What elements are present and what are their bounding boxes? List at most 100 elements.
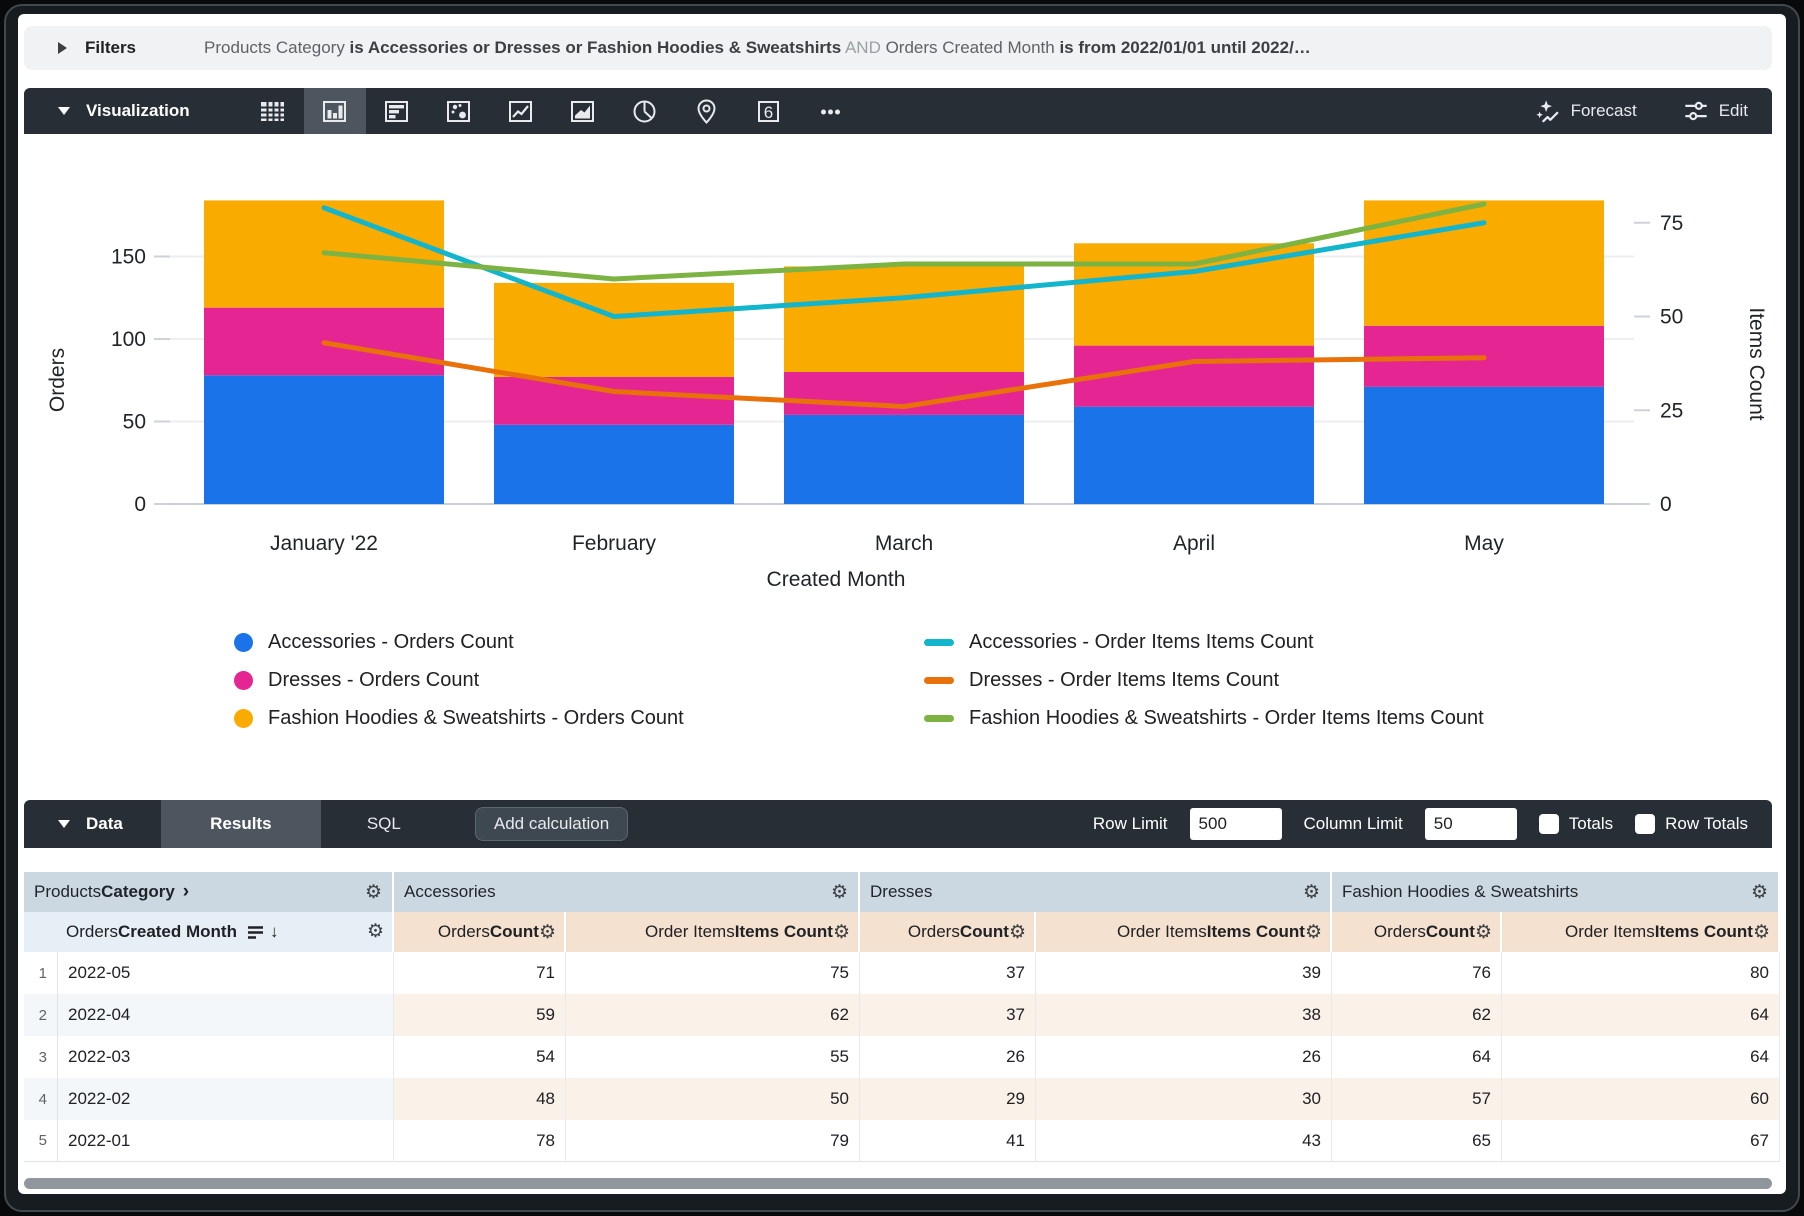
bar-segment[interactable] xyxy=(1364,386,1604,504)
tab-sql[interactable]: SQL xyxy=(366,814,401,833)
map-icon-button[interactable] xyxy=(676,88,738,134)
measure-cell[interactable]: 38 xyxy=(1036,994,1332,1036)
gear-icon[interactable]: ⚙ xyxy=(832,921,850,943)
gear-icon[interactable]: ⚙ xyxy=(1750,881,1768,903)
column-group-pivot[interactable]: Accessories ⚙ xyxy=(394,872,860,912)
dimension-cell[interactable]: 2022-03 xyxy=(58,1036,394,1078)
bar-segment[interactable] xyxy=(494,282,734,377)
add-calculation-button[interactable]: Add calculation xyxy=(474,807,629,841)
measure-cell[interactable]: 76 xyxy=(1332,952,1502,994)
scatter-plot-icon-button[interactable] xyxy=(428,88,490,134)
edit-button[interactable]: Edit xyxy=(1683,98,1748,124)
measure-cell[interactable]: 30 xyxy=(1036,1078,1332,1120)
expand-filters-icon[interactable] xyxy=(58,42,67,54)
measure-cell[interactable]: 57 xyxy=(1332,1078,1502,1120)
row-limit-input[interactable] xyxy=(1189,808,1282,840)
measure-cell[interactable]: 59 xyxy=(394,994,566,1036)
single-value-icon-button[interactable]: 6 xyxy=(738,88,800,134)
gear-icon[interactable]: ⚙ xyxy=(830,881,848,903)
column-header-measure[interactable]: Orders Count ⚙ xyxy=(394,912,566,952)
measure-cell[interactable]: 78 xyxy=(394,1120,566,1162)
legend-item[interactable]: Accessories - Order Items Items Count xyxy=(924,630,1484,655)
gear-icon[interactable]: ⚙ xyxy=(538,921,556,943)
bar-segment[interactable] xyxy=(784,414,1024,504)
sort-descending-icon[interactable]: ↓ xyxy=(269,922,279,941)
column-header-measure[interactable]: Orders Count ⚙ xyxy=(1332,912,1502,952)
collapse-visualization-icon[interactable] xyxy=(58,107,70,115)
bar-chart-icon-button[interactable] xyxy=(366,88,428,134)
dimension-cell[interactable]: 2022-02 xyxy=(58,1078,394,1120)
measure-cell[interactable]: 62 xyxy=(566,994,860,1036)
line-chart-icon-button[interactable] xyxy=(490,88,552,134)
gear-icon[interactable]: ⚙ xyxy=(366,921,384,942)
column-header-measure[interactable]: Order Items Items Count ⚙ xyxy=(1502,912,1780,952)
column-header-measure[interactable]: Orders Count ⚙ xyxy=(860,912,1036,952)
gear-icon[interactable]: ⚙ xyxy=(1302,881,1320,903)
gear-icon[interactable]: ⚙ xyxy=(1008,921,1026,943)
gear-icon[interactable]: ⚙ xyxy=(364,881,382,903)
column-chart-icon-button[interactable] xyxy=(303,88,366,134)
bar-segment[interactable] xyxy=(784,266,1024,372)
row-totals-checkbox[interactable] xyxy=(1635,814,1656,834)
measure-cell[interactable]: 80 xyxy=(1502,952,1780,994)
line-series[interactable] xyxy=(321,340,1487,409)
column-group-pivot[interactable]: Dresses ⚙ xyxy=(860,872,1332,912)
measure-cell[interactable]: 75 xyxy=(566,952,860,994)
gear-icon[interactable]: ⚙ xyxy=(1752,921,1770,943)
measure-cell[interactable]: 65 xyxy=(1332,1120,1502,1162)
bar-segment[interactable] xyxy=(204,375,444,504)
measure-cell[interactable]: 26 xyxy=(1036,1036,1332,1078)
totals-checkbox[interactable] xyxy=(1538,814,1559,834)
column-group-dimension[interactable]: Products Category › ⚙ xyxy=(24,872,394,912)
dimension-cell[interactable]: 2022-01 xyxy=(58,1120,394,1162)
measure-cell[interactable]: 55 xyxy=(566,1036,860,1078)
measure-cell[interactable]: 43 xyxy=(1036,1120,1332,1162)
forecast-button[interactable]: Forecast xyxy=(1535,98,1637,124)
column-header-measure[interactable]: Order Items Items Count ⚙ xyxy=(1036,912,1332,952)
measure-cell[interactable]: 64 xyxy=(1332,1036,1502,1078)
measure-cell[interactable]: 37 xyxy=(860,952,1036,994)
filters-bar[interactable]: Filters Products Category is Accessories… xyxy=(24,26,1772,70)
line-series[interactable] xyxy=(321,201,1487,282)
measure-cell[interactable]: 67 xyxy=(1502,1120,1780,1162)
measure-cell[interactable]: 48 xyxy=(394,1078,566,1120)
measure-cell[interactable]: 60 xyxy=(1502,1078,1780,1120)
gear-icon[interactable]: ⚙ xyxy=(1304,921,1322,943)
legend-item[interactable]: Fashion Hoodies & Sweatshirts - Order It… xyxy=(924,706,1484,731)
column-group-pivot[interactable]: Fashion Hoodies & Sweatshirts ⚙ xyxy=(1332,872,1780,912)
column-header-measure[interactable]: Order Items Items Count ⚙ xyxy=(566,912,860,952)
measure-cell[interactable]: 39 xyxy=(1036,952,1332,994)
dimension-cell[interactable]: 2022-04 xyxy=(58,994,394,1036)
measure-cell[interactable]: 37 xyxy=(860,994,1036,1036)
measure-cell[interactable]: 64 xyxy=(1502,1036,1780,1078)
measure-cell[interactable]: 79 xyxy=(566,1120,860,1162)
more-icon-button[interactable] xyxy=(800,88,862,134)
table-icon-button[interactable] xyxy=(242,88,304,134)
measure-cell[interactable]: 71 xyxy=(394,952,566,994)
column-header-dimension[interactable]: Orders Created Month ↓ ⚙ xyxy=(58,912,394,952)
column-limit-input[interactable] xyxy=(1424,808,1517,840)
legend-item[interactable]: Dresses - Orders Count xyxy=(234,668,684,693)
bar-segment[interactable] xyxy=(494,424,734,504)
horizontal-scrollbar[interactable] xyxy=(24,1178,1772,1189)
gear-icon[interactable]: ⚙ xyxy=(1474,921,1492,943)
pie-chart-icon-button[interactable] xyxy=(614,88,676,134)
collapse-data-icon[interactable] xyxy=(58,820,70,828)
bar-segment[interactable] xyxy=(494,376,734,425)
legend-item[interactable]: Fashion Hoodies & Sweatshirts - Orders C… xyxy=(234,706,684,731)
measure-cell[interactable]: 50 xyxy=(566,1078,860,1120)
dimension-cell[interactable]: 2022-05 xyxy=(58,952,394,994)
measure-cell[interactable]: 41 xyxy=(860,1120,1036,1162)
measure-cell[interactable]: 29 xyxy=(860,1078,1036,1120)
tab-results[interactable]: Results xyxy=(160,800,321,848)
measure-cell[interactable]: 64 xyxy=(1502,994,1780,1036)
measure-cell[interactable]: 54 xyxy=(394,1036,566,1078)
measure-cell[interactable]: 26 xyxy=(860,1036,1036,1078)
bar-segment[interactable] xyxy=(1074,406,1314,504)
sort-lines-icon[interactable] xyxy=(247,925,265,940)
line-series[interactable] xyxy=(321,205,1487,319)
legend-item[interactable]: Dresses - Order Items Items Count xyxy=(924,668,1484,693)
legend-item[interactable]: Accessories - Orders Count xyxy=(234,630,684,655)
measure-cell[interactable]: 62 xyxy=(1332,994,1502,1036)
area-chart-icon-button[interactable] xyxy=(552,88,614,134)
